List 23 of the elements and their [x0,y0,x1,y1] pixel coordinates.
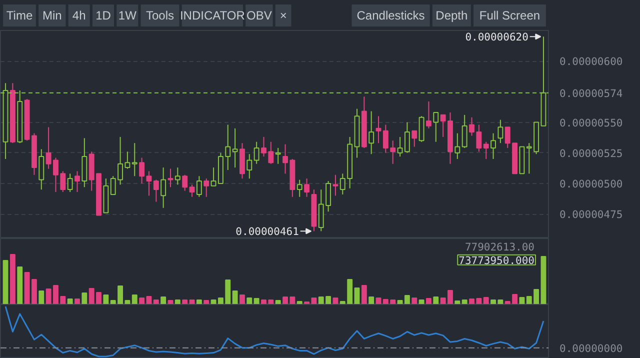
y-tick-label: 0.00000600 [560,56,623,68]
text: 1W [118,8,138,22]
annotation: 0.00000461 [236,226,299,238]
text: Min [42,8,62,22]
text: Candlesticks [356,8,425,22]
y-tick-label: 0.00000475 [560,209,623,222]
text: 77902613.00 [464,241,534,254]
text: INDICATOR [180,8,246,22]
text: Depth [436,8,468,22]
text: OBV [246,8,272,22]
text: × [280,8,287,22]
ref-line-label: 0.00000000 [560,342,623,355]
text: Tools [146,8,174,22]
ref-line-label: 0.00000574 [560,88,623,100]
text: Time [6,8,33,22]
y-tick-label: 0.00000525 [560,148,623,160]
annotation: 0.00000620 [465,32,528,44]
text: Full Screen [479,8,540,22]
text: 4h [72,8,86,22]
annotation: 73773950.000 [458,254,534,267]
y-tick-label: 0.00000550 [560,117,623,130]
y-tick-label: 0.00000500 [560,178,623,190]
text: 1D [96,8,112,22]
